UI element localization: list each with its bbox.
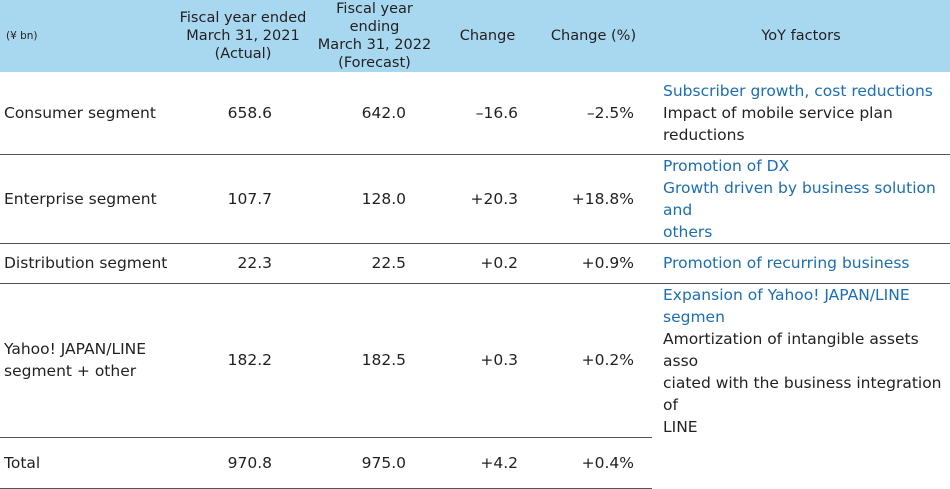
- table-row: Distribution segment 22.3 22.5 +0.2 +0.9…: [0, 242, 950, 283]
- change-value: –16.6: [475, 103, 518, 122]
- change-pct-value: +18.8%: [535, 153, 652, 243]
- segment-line: Distribution segment: [4, 254, 168, 272]
- yoy-factors: Expansion of Yahoo! JAPAN/LINE segmen Am…: [652, 282, 950, 438]
- segment-line: Consumer segment: [4, 103, 156, 122]
- actual-value: 658.6: [227, 103, 272, 122]
- header-line: (Actual): [214, 46, 272, 62]
- segment-line: segment + other: [4, 362, 137, 381]
- total-label: Total: [0, 437, 177, 489]
- factor-line: LINE: [663, 417, 698, 436]
- empty-cell: [652, 438, 950, 489]
- factor-line: Promotion of DX: [663, 156, 790, 175]
- total-change-pct: +0.4%: [535, 437, 652, 489]
- change-pct-value: +0.2%: [535, 282, 652, 438]
- change-value: +0.3: [440, 282, 535, 438]
- segment-line: Enterprise segment: [4, 189, 157, 208]
- change-value: +0.2: [440, 242, 535, 283]
- factor-line: Growth driven by business solution and: [663, 178, 936, 219]
- factor-line: Amortization of intangible assets asso: [663, 329, 919, 370]
- unit-label: (¥ bn): [0, 0, 177, 72]
- total-actual: 970.8: [177, 437, 309, 489]
- yoy-factors: Subscriber growth, cost reductions Impac…: [652, 72, 950, 154]
- forecast-value: 22.5: [309, 242, 440, 283]
- segment-label: Yahoo! JAPAN/LINE segment + other: [0, 282, 177, 438]
- segment-label: Consumer segment: [0, 72, 177, 154]
- segment-line: Yahoo! JAPAN/LINE: [4, 340, 147, 359]
- header-line: (Forecast): [338, 55, 411, 71]
- forecast-value: 182.5: [309, 282, 440, 438]
- factor-line: Impact of mobile service plan: [663, 103, 893, 122]
- header-change: Change: [440, 0, 535, 72]
- actual-value: 22.3: [177, 242, 309, 283]
- table-row: Enterprise segment 107.7 128.0 +20.3 +18…: [0, 153, 950, 243]
- table-row: Consumer segment 658.6 642.0 –16.6 –2.5%…: [0, 72, 950, 154]
- segment-label: Enterprise segment: [0, 153, 177, 243]
- header-line: Fiscal year ended: [179, 10, 307, 26]
- header-change-pct: Change (%): [535, 0, 652, 72]
- header-actual: Fiscal year ended March 31, 2021 (Actual…: [177, 0, 309, 72]
- factor-line: others: [663, 222, 713, 241]
- header-forecast: Fiscal year ending March 31, 2022 (Forec…: [309, 0, 440, 72]
- header-line: March 31, 2022: [317, 37, 432, 53]
- yoy-factors: Promotion of DX Growth driven by busines…: [652, 153, 950, 243]
- segment-label: Distribution segment: [0, 242, 177, 283]
- factor-line: reductions: [663, 125, 745, 144]
- factor-line: Subscriber growth, cost reductions: [663, 81, 933, 100]
- forecast-value: 642.0: [361, 103, 406, 122]
- factor-line: ciated with the business integration of: [663, 373, 942, 414]
- header-factors: YoY factors: [652, 0, 950, 72]
- factor-line: segmen: [663, 307, 725, 326]
- header-line: Fiscal year ending: [336, 1, 413, 35]
- change-pct-value: –2.5%: [586, 103, 634, 122]
- total-row: Total 970.8 975.0 +4.2 +0.4%: [0, 437, 950, 489]
- total-forecast: 975.0: [309, 437, 440, 489]
- forecast-value: 128.0: [309, 153, 440, 243]
- change-value: +20.3: [440, 153, 535, 243]
- factor-line: Promotion of recurring business: [663, 254, 910, 272]
- factor-line: Expansion of Yahoo! JAPAN/LINE: [663, 285, 910, 304]
- header-line: March 31, 2021: [186, 28, 300, 44]
- actual-value: 182.2: [177, 282, 309, 438]
- actual-value: 107.7: [177, 153, 309, 243]
- yoy-factors: Promotion of recurring business: [652, 242, 950, 283]
- header-row: (¥ bn) Fiscal year ended March 31, 2021 …: [0, 0, 950, 72]
- table-row: Yahoo! JAPAN/LINE segment + other 182.2 …: [0, 282, 950, 438]
- change-pct-value: +0.9%: [535, 242, 652, 283]
- total-change: +4.2: [440, 437, 535, 489]
